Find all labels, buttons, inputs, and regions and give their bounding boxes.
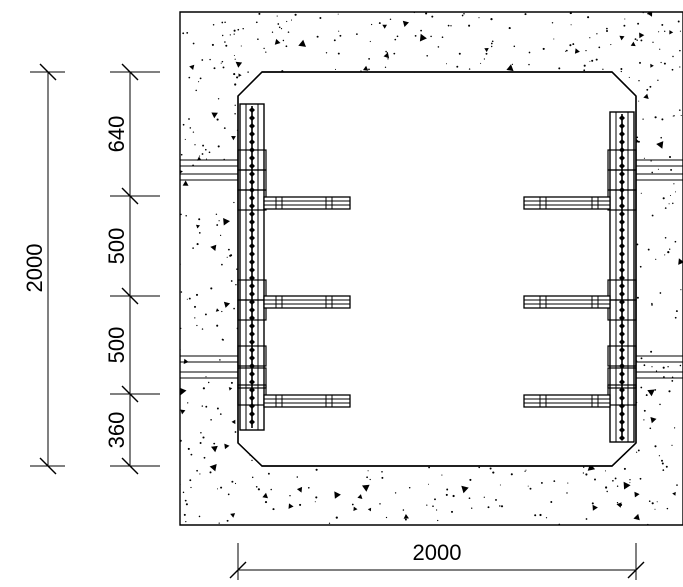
right-pipe-upper: [636, 159, 683, 181]
concrete-aggregate-hatch: [180, 12, 683, 525]
inner-opening-outline: [237, 71, 637, 467]
left-pipe-lower: [180, 355, 238, 379]
left-pipe-upper: [180, 159, 238, 181]
bottom-dimension-lines: [229, 543, 645, 580]
left-dimension-lines: [30, 63, 160, 475]
left-support-rack: [237, 103, 267, 431]
segment-label-2: 500: [104, 228, 129, 265]
segment-label-3: 500: [104, 327, 129, 364]
cable-bracket-arms: [263, 196, 611, 408]
right-support-rack: [607, 111, 637, 443]
overall-height-label: 2000: [22, 244, 47, 293]
concrete-wall: [179, 11, 683, 526]
right-pipe-lower: [636, 355, 683, 379]
segment-label-1: 640: [104, 116, 129, 153]
overall-width-label: 2000: [413, 540, 462, 565]
segment-label-4: 360: [104, 412, 129, 449]
